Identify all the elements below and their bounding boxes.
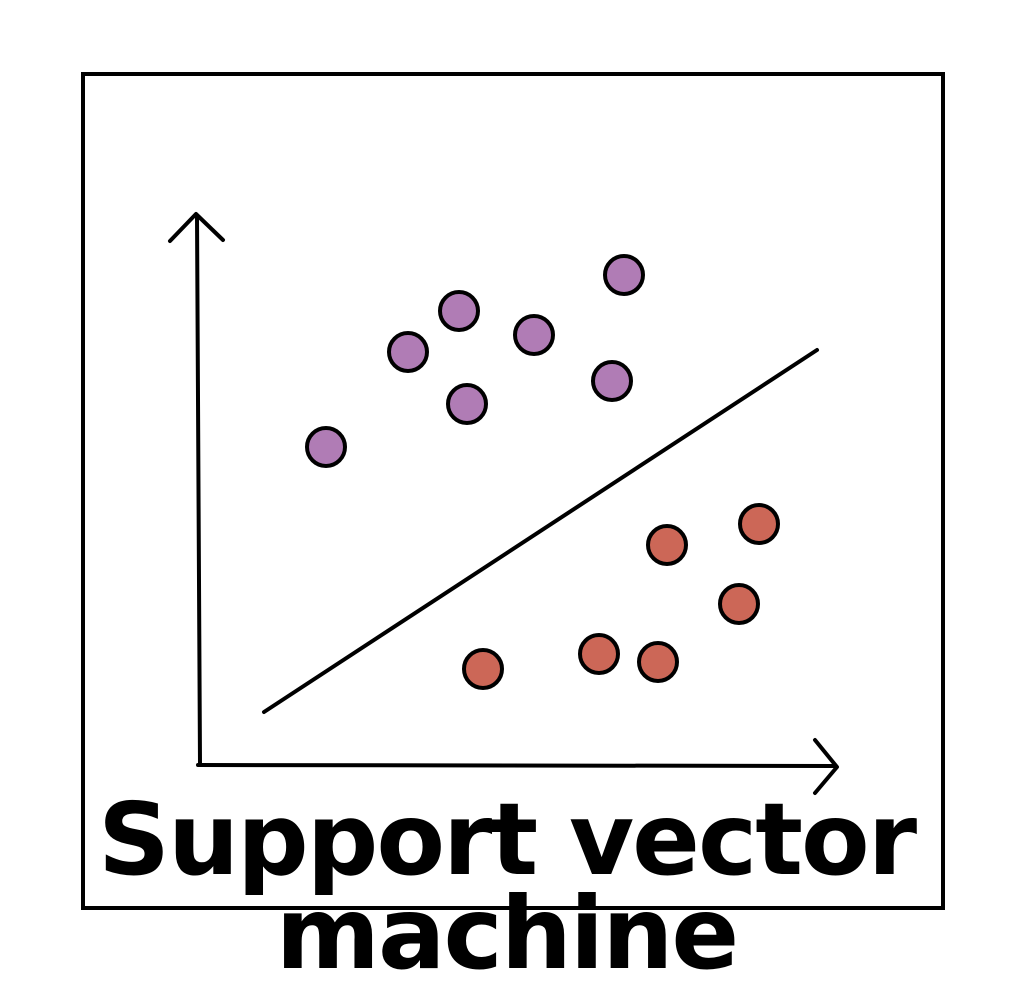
class-a-points [305,254,645,468]
class-b-points [462,503,780,690]
class-b-point [578,633,620,675]
class-b-point [718,583,760,625]
class-a-point [438,290,480,332]
class-a-point [603,254,645,296]
x-axis [196,738,839,795]
decision-boundary [262,348,819,714]
class-a-point [305,426,347,468]
frame-border [81,72,945,910]
y-axis [168,212,225,766]
class-a-point [387,331,429,373]
y-axis-arrowhead [168,212,225,243]
caption-line-1: Support vector [97,781,917,898]
class-b-point [738,503,780,545]
class-b-point [462,648,504,690]
x-axis-arrowhead [813,738,839,795]
class-a-point [591,360,633,402]
caption-line-2: machine [275,875,739,992]
class-a-point [446,383,488,425]
class-a-point [513,314,555,356]
class-b-point [646,524,688,566]
class-b-point [637,641,679,683]
